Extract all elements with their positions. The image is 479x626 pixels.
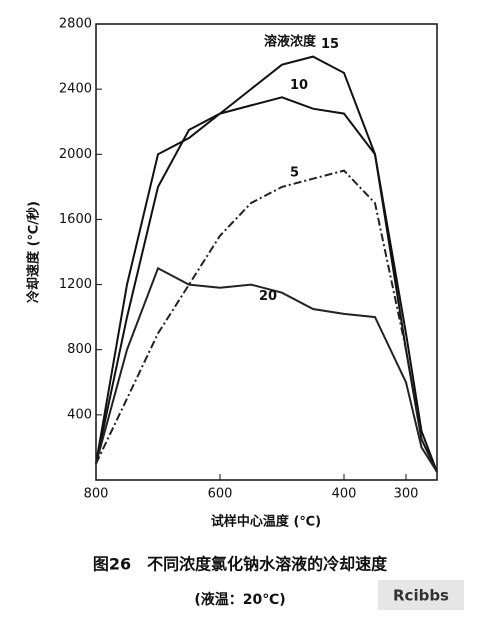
legend-title: 溶液浓度 (264, 34, 317, 50)
y-axis-label: 冷却速度 (℃/秒) (26, 201, 42, 303)
y-tick-label: 800 (67, 342, 92, 357)
y-tick-label: 1600 (59, 212, 92, 227)
series-label: 15 (321, 37, 339, 52)
watermark: Rcibbs (393, 587, 449, 605)
x-tick-label: 600 (208, 487, 233, 502)
x-axis-label: 试样中心温度 (℃) (211, 514, 321, 530)
series-label: 20 (259, 289, 277, 304)
series-line (95, 55, 438, 473)
series-label: 10 (290, 78, 308, 93)
plot-frame (95, 23, 438, 481)
y-tick-label: 1200 (59, 277, 92, 292)
series-line (95, 266, 438, 473)
series-line (95, 96, 438, 473)
y-tick-label: 2800 (59, 17, 92, 32)
y-tick-label: 2400 (59, 82, 92, 97)
x-tick-label: 800 (84, 487, 109, 502)
series-line (95, 169, 438, 473)
series-label: 5 (290, 165, 299, 180)
y-tick-label: 2000 (59, 147, 92, 162)
x-tick-label: 400 (332, 487, 357, 502)
watermark-box (378, 580, 464, 610)
y-tick-label: 400 (67, 407, 92, 422)
chart-subtitle: (液温：20℃) (194, 591, 285, 608)
chart-title: 图26 不同浓度氯化钠水溶液的冷却速度 (93, 555, 388, 574)
x-tick-label: 300 (394, 487, 419, 502)
